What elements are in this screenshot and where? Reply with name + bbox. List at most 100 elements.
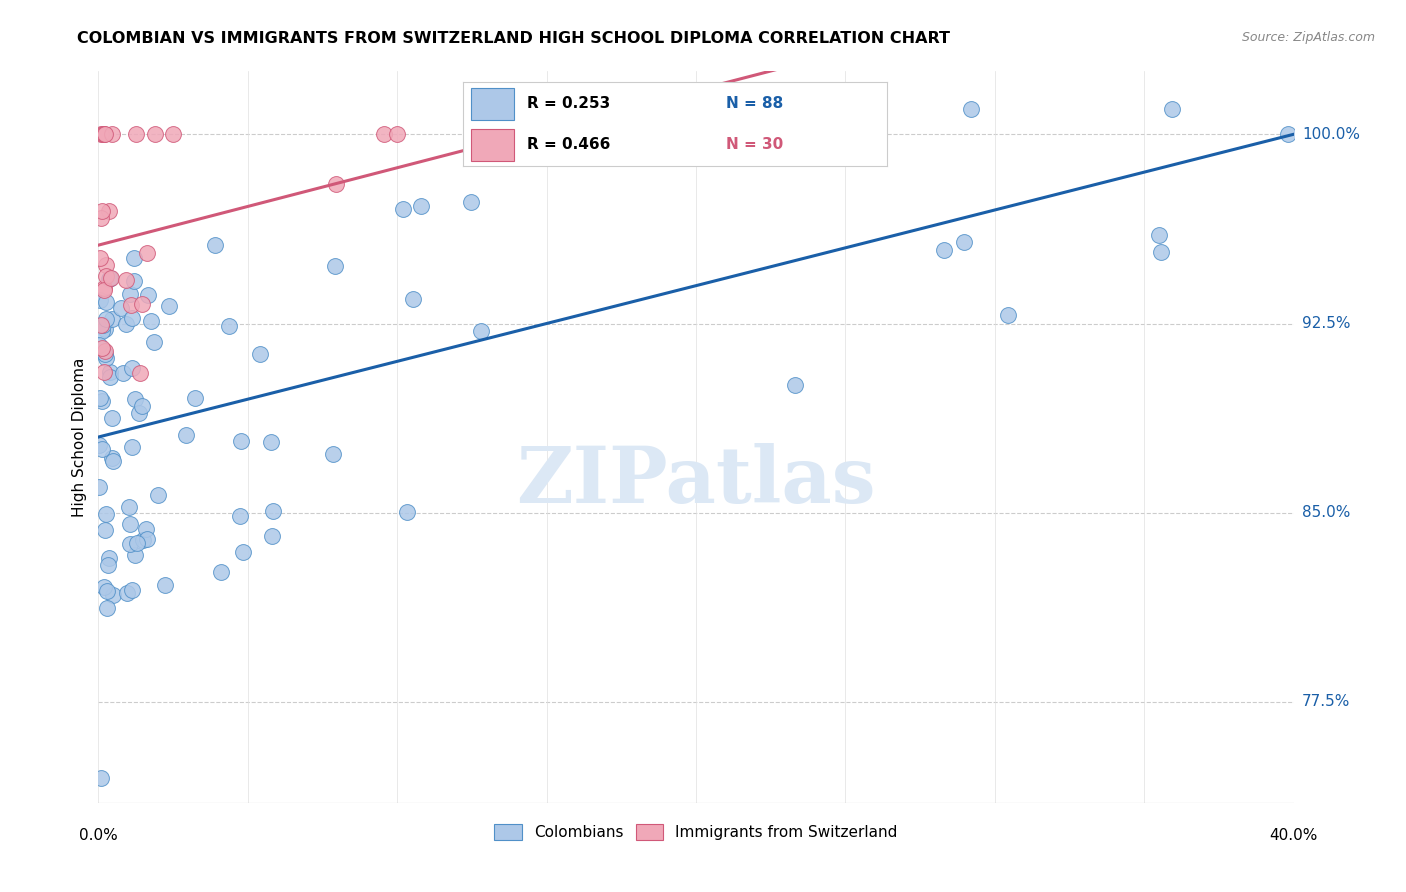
Point <box>96 601 118 615</box>
Point <box>101 451 124 466</box>
Point <box>90 771 112 785</box>
Point <box>153 577 176 591</box>
Point <box>101 128 124 142</box>
Point <box>129 366 152 380</box>
Point <box>91 128 114 142</box>
Point <box>101 411 124 425</box>
Point <box>162 128 184 142</box>
Point <box>94 507 117 521</box>
Point <box>121 583 143 598</box>
Text: 92.5%: 92.5% <box>1302 316 1350 331</box>
Text: 0.0%: 0.0% <box>79 828 118 843</box>
Text: 100.0%: 100.0% <box>1302 127 1360 142</box>
Point <box>114 317 136 331</box>
Point <box>232 545 254 559</box>
Point <box>111 366 134 380</box>
Point <box>122 251 145 265</box>
Point <box>87 338 110 352</box>
Point <box>98 270 121 285</box>
Point <box>204 237 226 252</box>
Text: 77.5%: 77.5% <box>1302 694 1350 709</box>
Point <box>460 195 482 210</box>
Point <box>98 271 121 285</box>
Point <box>229 509 252 524</box>
Point <box>117 585 139 599</box>
Point <box>952 235 974 249</box>
Point <box>121 310 143 325</box>
Point <box>135 522 157 536</box>
Point <box>118 537 141 551</box>
Point <box>1277 128 1299 142</box>
Point <box>263 504 285 518</box>
Legend: Colombians, Immigrants from Switzerland: Colombians, Immigrants from Switzerland <box>488 818 904 847</box>
Point <box>231 434 253 448</box>
Point <box>101 588 124 602</box>
Point <box>385 128 409 142</box>
Point <box>90 393 112 408</box>
Point <box>1160 102 1182 116</box>
Point <box>118 500 141 514</box>
Point <box>411 198 433 212</box>
Point <box>101 454 124 468</box>
Point <box>131 296 153 310</box>
Point <box>98 365 121 379</box>
Point <box>143 334 166 349</box>
Point <box>120 298 142 312</box>
Point <box>90 442 112 456</box>
Point <box>685 123 707 137</box>
Point <box>402 292 425 306</box>
Point <box>100 370 122 384</box>
Text: COLOMBIAN VS IMMIGRANTS FROM SWITZERLAND HIGH SCHOOL DIPLOMA CORRELATION CHART: COLOMBIAN VS IMMIGRANTS FROM SWITZERLAND… <box>77 31 950 46</box>
Point <box>121 440 143 454</box>
Point <box>260 434 283 449</box>
Point <box>783 377 806 392</box>
Point <box>184 391 207 405</box>
Point <box>122 274 145 288</box>
Point <box>89 480 111 494</box>
Point <box>91 318 114 333</box>
Point <box>157 299 180 313</box>
Point <box>470 324 492 338</box>
Point <box>90 318 112 332</box>
Point <box>94 128 117 142</box>
Point <box>110 301 132 315</box>
Point <box>373 128 395 142</box>
Point <box>90 341 112 355</box>
Point <box>90 211 112 225</box>
Point <box>143 128 166 142</box>
Point <box>249 347 271 361</box>
Point <box>262 529 284 543</box>
Point <box>97 558 120 573</box>
Point <box>89 293 111 307</box>
Point <box>89 438 111 452</box>
Point <box>1147 228 1170 243</box>
Point <box>93 580 115 594</box>
Text: ZIPatlas: ZIPatlas <box>516 443 876 519</box>
Point <box>91 324 114 338</box>
Point <box>97 551 120 566</box>
Point <box>139 314 162 328</box>
Point <box>174 428 197 442</box>
Point <box>322 447 344 461</box>
Point <box>93 128 115 142</box>
Point <box>997 308 1019 322</box>
Point <box>132 533 155 547</box>
Point <box>93 365 115 379</box>
Point <box>148 488 170 502</box>
Point <box>124 548 146 562</box>
Point <box>96 294 118 309</box>
Point <box>135 532 157 546</box>
Point <box>395 505 418 519</box>
Point <box>932 243 955 257</box>
Text: 40.0%: 40.0% <box>1270 828 1317 843</box>
Point <box>100 271 122 285</box>
Point <box>131 399 153 413</box>
Y-axis label: High School Diploma: High School Diploma <box>72 358 87 516</box>
Point <box>1150 245 1173 260</box>
Point <box>93 344 115 359</box>
Point <box>209 565 232 579</box>
Point <box>94 347 117 361</box>
Point <box>90 128 112 142</box>
Point <box>325 178 347 192</box>
Point <box>619 102 641 116</box>
